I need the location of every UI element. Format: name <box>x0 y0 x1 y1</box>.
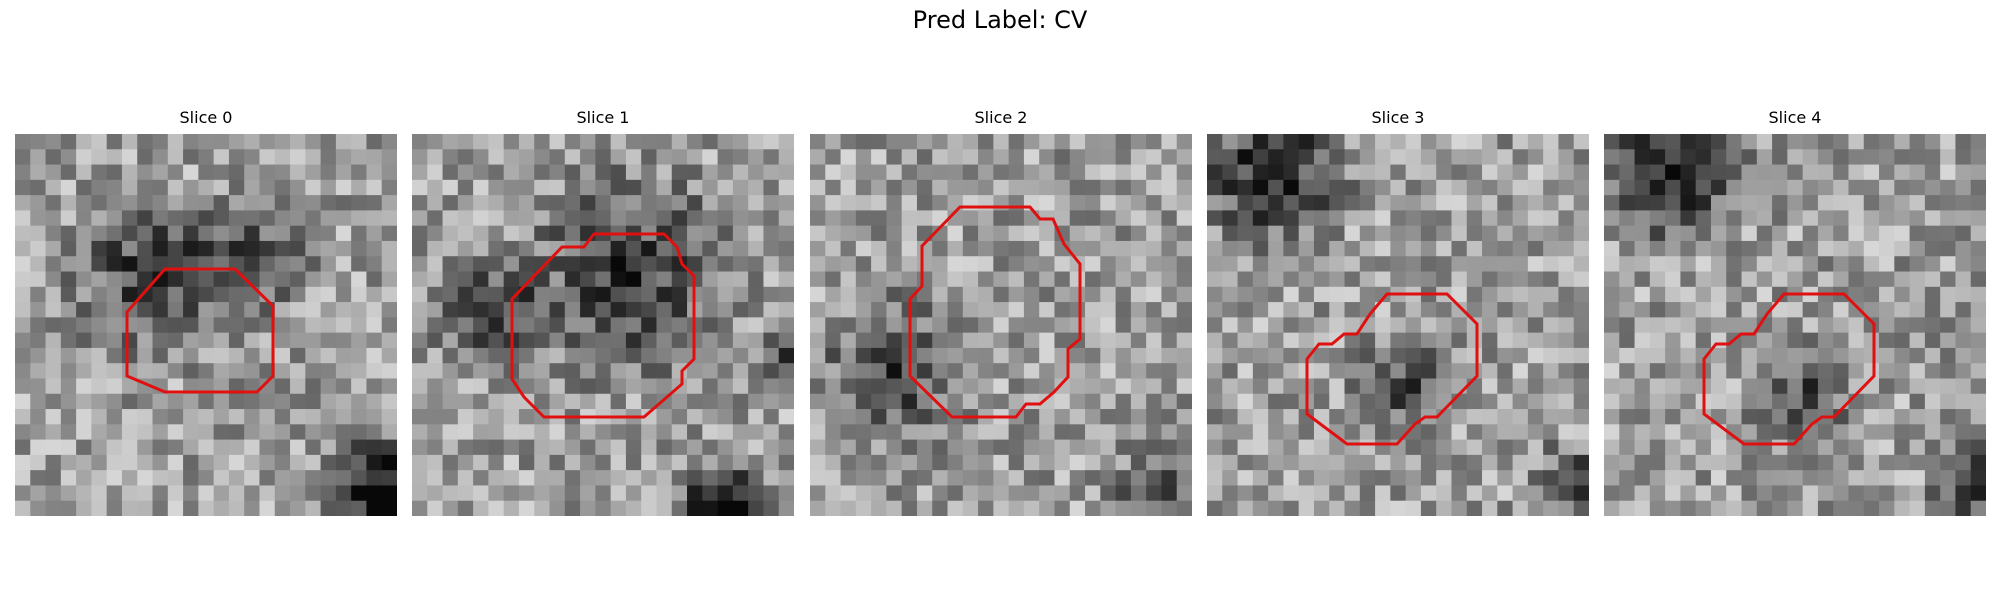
roi-contour-2 <box>908 205 1082 419</box>
slice-title-3: Slice 3 <box>1371 108 1425 127</box>
roi-contour-3 <box>1305 292 1479 446</box>
figure-title: Pred Label: CV <box>912 6 1088 34</box>
slice-image-4 <box>1604 134 1986 516</box>
roi-contour-1 <box>510 232 696 419</box>
pixel-grid-3 <box>1207 134 1589 516</box>
slice-image-0 <box>15 134 397 516</box>
slice-title-0: Slice 0 <box>179 108 233 127</box>
slice-image-2 <box>810 134 1192 516</box>
slice-image-3 <box>1207 134 1589 516</box>
slice-title-4: Slice 4 <box>1768 108 1822 127</box>
roi-contour-0 <box>125 267 275 394</box>
roi-contour-4 <box>1702 292 1876 446</box>
pixel-grid-1 <box>412 134 794 516</box>
slice-panel-1: Slice 1 <box>412 108 794 516</box>
pixel-grid-2 <box>810 134 1192 516</box>
pixel-grid-4 <box>1604 134 1986 516</box>
slice-panel-0: Slice 0 <box>15 108 397 516</box>
slice-title-1: Slice 1 <box>576 108 630 127</box>
slice-title-2: Slice 2 <box>974 108 1028 127</box>
slice-image-1 <box>412 134 794 516</box>
slice-panel-2: Slice 2 <box>810 108 1192 516</box>
pixel-grid-0 <box>15 134 397 516</box>
slice-panel-4: Slice 4 <box>1604 108 1986 516</box>
slice-panel-3: Slice 3 <box>1207 108 1589 516</box>
